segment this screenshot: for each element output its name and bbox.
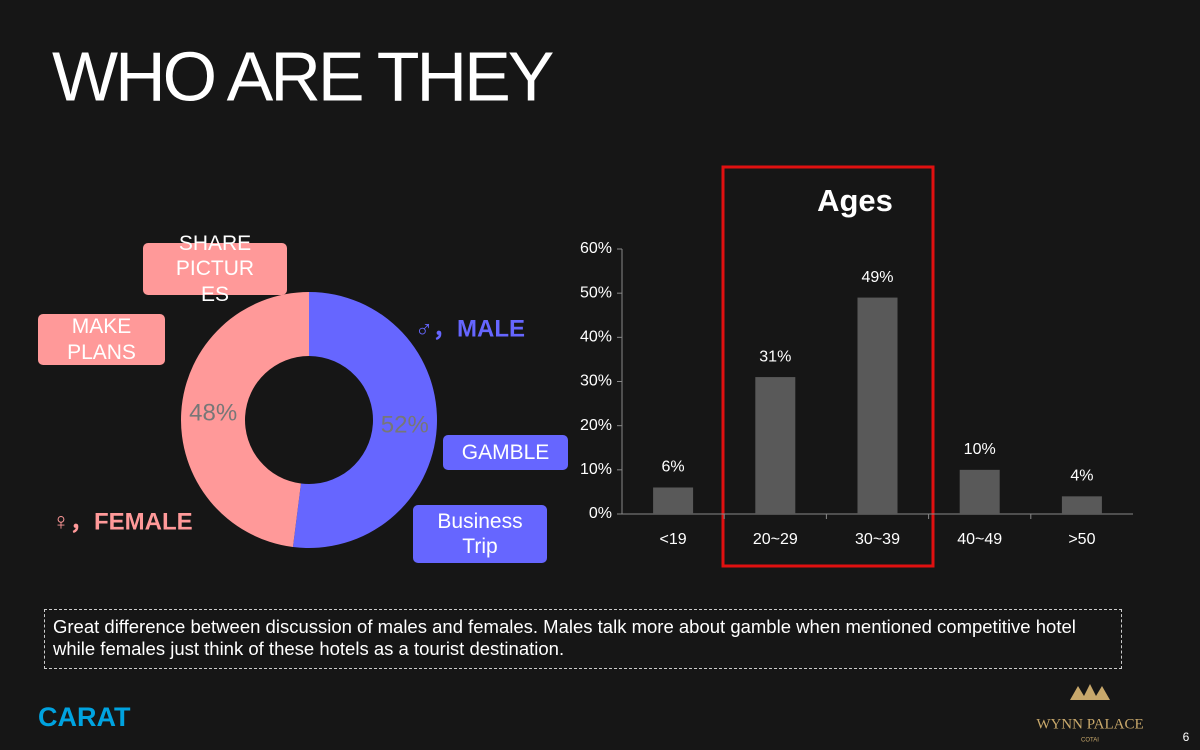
donut-segment [292,292,438,548]
bar [959,469,1000,514]
wynn-crest [1070,684,1110,700]
wynn-logo: WYNN PALACE [1036,716,1143,732]
highlight-box [721,165,935,568]
data-label: 52% [381,411,429,438]
y-tick-label: 60% [580,240,612,257]
series-label: ♂，MALE [415,315,525,342]
y-tick-label: 50% [580,284,612,301]
x-tick-label: 40~49 [957,531,1002,548]
bar [653,487,694,514]
x-tick-label: >50 [1068,531,1095,548]
note: Great difference between discussion of m… [44,609,1122,669]
data-label: 4% [1070,468,1093,485]
page-number: 6 [1183,730,1190,744]
carat-logo: CARAT [38,702,131,732]
slide-title: WHO ARE THEY [52,37,554,115]
cotai-logo: COTAI [1081,738,1099,744]
data-label: 49% [861,269,893,286]
callout: SHARE PICTURES [143,232,287,306]
callout: GAMBLE [443,435,568,470]
y-tick-label: 20% [580,417,612,434]
donut-segment [181,292,309,547]
y-tick-label: 30% [580,373,612,390]
data-label: 10% [964,441,996,458]
y-tick-label: 10% [580,461,612,478]
data-label: 6% [662,459,685,476]
callout: Business Trip [413,505,547,563]
y-tick-label: 0% [589,505,612,522]
data-label: 31% [759,348,791,365]
x-tick-label: <19 [660,531,687,548]
bar [857,297,898,514]
bar [755,377,796,514]
bar [1061,496,1102,514]
series-label: ♀，FEMALE [52,508,193,535]
x-tick-label: 20~29 [753,531,798,548]
callout: MAKE PLANS [38,314,165,365]
x-tick-label: 30~39 [855,531,900,548]
data-label: 48% [189,399,237,426]
y-tick-label: 40% [580,329,612,346]
bar-title: Ages [817,183,893,218]
